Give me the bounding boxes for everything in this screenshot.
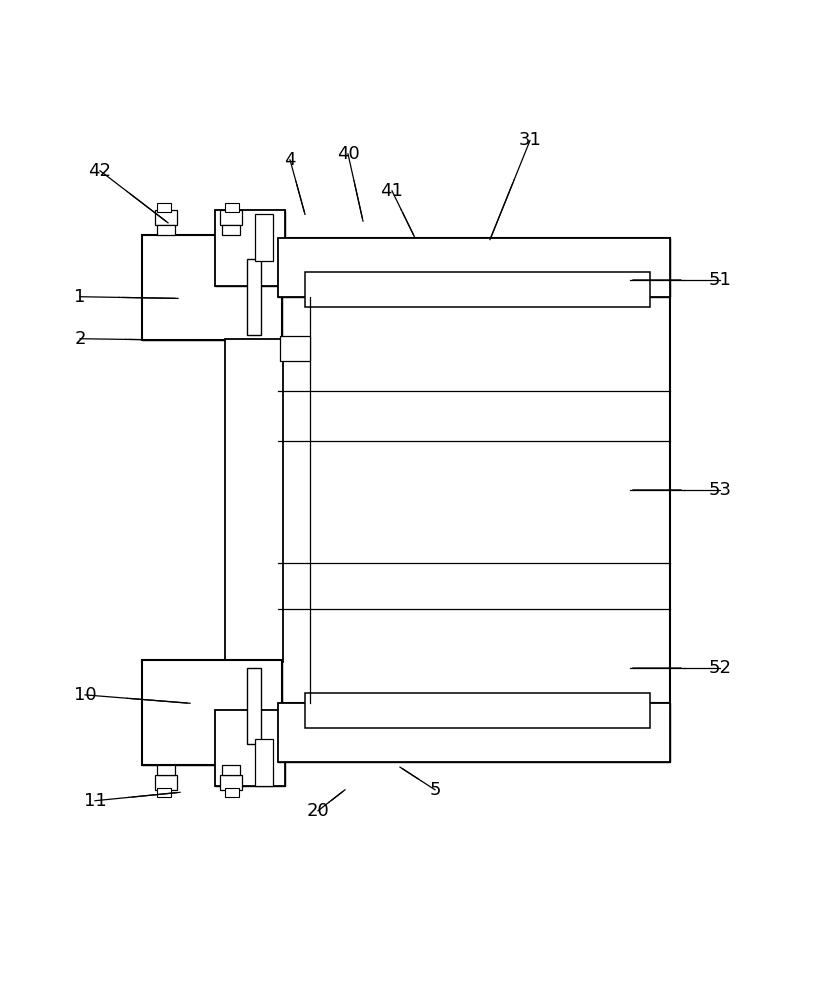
Text: 53: 53 xyxy=(708,481,732,499)
Bar xyxy=(220,210,242,225)
Bar xyxy=(142,235,282,340)
Bar xyxy=(215,710,285,786)
Text: 42: 42 xyxy=(88,162,112,180)
Bar xyxy=(278,238,670,297)
Text: 4: 4 xyxy=(284,151,296,169)
Bar xyxy=(225,339,283,662)
Text: 31: 31 xyxy=(518,131,542,149)
Bar xyxy=(215,710,285,786)
Text: 51: 51 xyxy=(709,271,732,289)
Text: 11: 11 xyxy=(84,792,107,810)
Bar xyxy=(278,703,670,762)
Bar xyxy=(255,739,273,786)
Bar xyxy=(305,693,650,728)
Bar xyxy=(222,225,240,235)
Bar xyxy=(222,765,240,775)
Text: 1: 1 xyxy=(74,288,86,306)
Bar xyxy=(255,214,273,261)
Bar xyxy=(142,660,282,765)
Bar xyxy=(278,238,670,297)
Bar xyxy=(157,788,171,797)
Text: 52: 52 xyxy=(708,659,732,677)
Text: 5: 5 xyxy=(429,781,441,799)
Bar xyxy=(142,660,282,765)
Text: 41: 41 xyxy=(381,182,403,200)
Bar xyxy=(155,210,177,225)
Bar xyxy=(155,775,177,790)
Bar xyxy=(215,210,285,286)
Bar xyxy=(280,336,310,361)
Bar xyxy=(215,210,285,286)
Bar xyxy=(220,775,242,790)
Bar xyxy=(157,225,175,235)
Text: 20: 20 xyxy=(307,802,329,820)
Bar xyxy=(305,272,650,307)
Bar xyxy=(225,203,239,212)
Text: 10: 10 xyxy=(74,686,97,704)
Bar xyxy=(247,259,261,335)
Bar xyxy=(157,203,171,212)
Bar xyxy=(225,788,239,797)
Bar xyxy=(157,765,175,775)
Bar xyxy=(247,668,261,744)
Text: 40: 40 xyxy=(337,145,360,163)
Bar xyxy=(278,703,670,762)
Text: 2: 2 xyxy=(74,330,86,348)
Bar xyxy=(142,235,282,340)
Bar xyxy=(278,238,670,703)
